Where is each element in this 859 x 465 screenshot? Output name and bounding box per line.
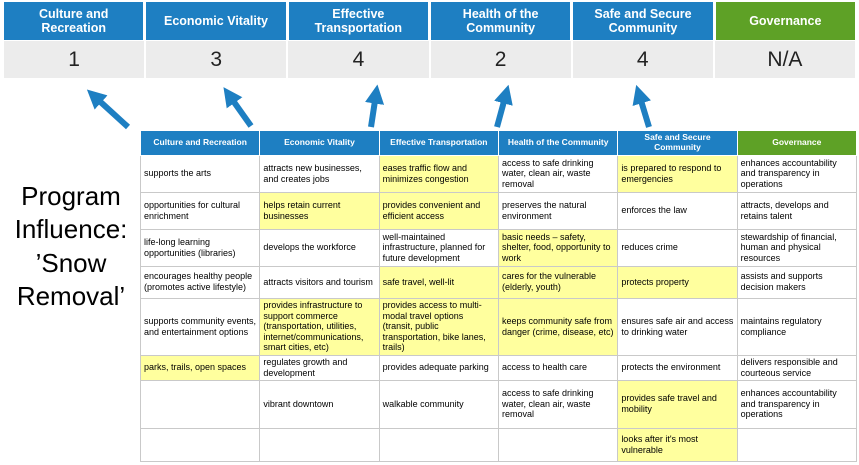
matrix-cell: vibrant downtown [259, 379, 380, 429]
matrix-cell [139, 427, 261, 462]
matrix-cell: is prepared to respond to emergencies [617, 154, 738, 193]
matrix-cell: attracts new businesses, and creates job… [259, 154, 380, 193]
scorecard-score: N/A [714, 41, 855, 78]
matrix-row: supports the arts attracts new businesses… [139, 154, 858, 193]
matrix-cell: attracts visitors and tourism [259, 265, 380, 299]
matrix-cell: assists and supports decision makers [736, 265, 858, 299]
matrix-cell: access to safe drinking water, clean air… [497, 154, 619, 193]
scorecard-score: 3 [146, 41, 287, 78]
score-arrow [365, 84, 385, 128]
matrix-cell: protects property [617, 265, 738, 299]
matrix-row: parks, trails, open spaces regulates grow… [139, 354, 858, 381]
matrix-cell: eases traffic flow and minimizes congest… [378, 154, 499, 193]
matrix-cell: safe travel, well-lit [378, 265, 499, 299]
matrix-cell: maintains regulatory compliance [736, 297, 858, 356]
scorecard-score: 4 [288, 41, 429, 78]
matrix-column-header: Economic Vitality [259, 130, 380, 156]
matrix-row: encourages healthy people (promotes acti… [139, 265, 858, 299]
matrix-cell: provides infrastructure to support comme… [259, 297, 380, 356]
matrix-cell: provides adequate parking [378, 354, 499, 381]
matrix-cell [139, 379, 261, 429]
matrix-row: supports community events, and entertain… [139, 297, 858, 356]
matrix-cell: access to health care [497, 354, 619, 381]
matrix-cell: ensures safe air and access to drinking … [617, 297, 738, 356]
scorecard-header: Economic Vitality [146, 2, 286, 40]
matrix-cell: parks, trails, open spaces [139, 354, 261, 381]
score-arrow [86, 89, 131, 130]
scorecard-header: Governance [715, 2, 855, 40]
matrix-column-header: Safe and Secure Community [617, 130, 738, 156]
scorecard-header: Culture and Recreation [4, 2, 144, 40]
matrix-cell [497, 427, 619, 462]
score-arrow [223, 87, 254, 128]
matrix-column-header: Effective Transportation [378, 130, 499, 156]
matrix-column-header: Governance [736, 130, 858, 156]
matrix-cell: supports the arts [139, 154, 261, 193]
scorecard-header: Effective Transportation [288, 2, 428, 40]
matrix-cell: provides access to multi-modal travel op… [378, 297, 499, 356]
matrix-header-row: Culture and Recreation Economic Vitality E… [139, 130, 858, 156]
matrix-column-header: Health of the Community [497, 130, 619, 156]
matrix-column-header: Culture and Recreation [139, 130, 261, 156]
matrix-row: life-long learning opportunities (librar… [139, 228, 858, 267]
matrix-row: looks after it's most vulnerable [139, 427, 858, 462]
program-title: Program Influence: ’Snow Removal’ [14, 181, 128, 311]
influence-matrix: Culture and Recreation Economic Vitality E… [139, 130, 858, 462]
score-arrow [632, 84, 652, 128]
matrix-cell: walkable community [378, 379, 499, 429]
matrix-cell: stewardship of financial, human and phys… [736, 228, 858, 267]
matrix-cell: provides safe travel and mobility [617, 379, 738, 429]
matrix-cell: encourages healthy people (promotes acti… [139, 265, 261, 299]
scorecard-score: 4 [572, 41, 713, 78]
scorecard-header: Health of the Community [430, 2, 571, 40]
matrix-cell: preserves the natural environment [497, 191, 619, 230]
matrix-cell: life-long learning opportunities (librar… [139, 228, 261, 267]
matrix-cell: regulates growth and development [259, 354, 380, 381]
matrix-cell: access to safe drinking water, clean air… [497, 379, 619, 429]
matrix-cell [259, 427, 380, 462]
matrix-cell: keeps community safe from danger (crime,… [497, 297, 619, 356]
scorecard-header: Safe and Secure Community [573, 2, 713, 40]
matrix-cell: develops the workforce [259, 228, 380, 267]
scorecard-headers: Culture and Recreation Economic Vitality E… [4, 2, 855, 40]
matrix-row: vibrant downtown walkable community access… [139, 379, 858, 429]
matrix-cell: supports community events, and entertain… [139, 297, 261, 356]
matrix-cell [736, 427, 858, 462]
matrix-cell: helps retain current businesses [259, 191, 380, 230]
matrix-cell: delivers responsible and courteous servi… [736, 354, 858, 381]
matrix-cell: enhances accountability and transparency… [736, 379, 858, 429]
matrix-row: opportunities for cultural enrichment hel… [139, 191, 858, 230]
matrix-cell: looks after it's most vulnerable [617, 427, 738, 462]
matrix-cell: cares for the vulnerable (elderly, youth… [497, 265, 619, 299]
matrix-cell: basic needs – safety, shelter, food, opp… [497, 228, 619, 267]
matrix-cell: reduces crime [617, 228, 738, 267]
matrix-cell: enhances accountability and transparency… [736, 154, 858, 193]
scorecard-scores: 1 3 4 2 4 N/A [4, 41, 855, 78]
matrix-cell: opportunities for cultural enrichment [139, 191, 261, 230]
score-arrow [494, 84, 513, 128]
matrix-cell: enforces the law [617, 191, 738, 230]
matrix-cell: well-maintained infrastructure, planned … [378, 228, 499, 267]
matrix-cell: provides convenient and efficient access [378, 191, 499, 230]
matrix-cell: attracts, develops and retains talent [736, 191, 858, 230]
matrix-cell: protects the environment [617, 354, 738, 381]
scorecard-score: 1 [4, 41, 145, 78]
scorecard-score: 2 [430, 41, 571, 78]
matrix-body: supports the arts attracts new businesses… [139, 154, 858, 462]
matrix-cell [378, 427, 499, 462]
